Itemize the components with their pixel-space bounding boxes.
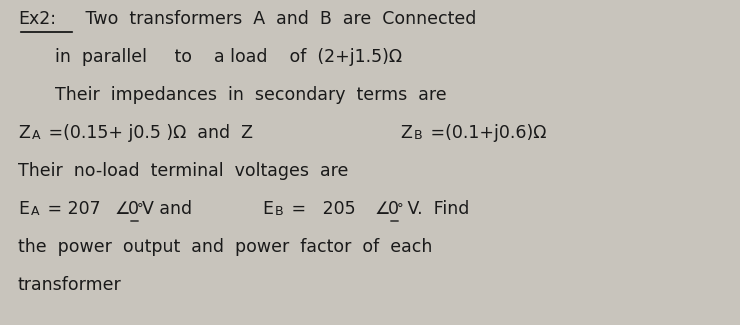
Text: ∠: ∠ — [115, 200, 131, 218]
Text: A: A — [32, 129, 41, 142]
Text: A: A — [31, 205, 39, 218]
Text: Z: Z — [400, 124, 412, 142]
Text: Ex2:: Ex2: — [18, 10, 56, 28]
Text: B: B — [275, 205, 283, 218]
Text: Their  impedances  in  secondary  terms  are: Their impedances in secondary terms are — [55, 86, 447, 104]
Text: transformer: transformer — [18, 276, 122, 294]
Text: V and: V and — [142, 200, 192, 218]
Text: Their  no-load  terminal  voltages  are: Their no-load terminal voltages are — [18, 162, 349, 180]
Text: 0: 0 — [128, 200, 139, 218]
Text: =(0.1+j0.6)Ω: =(0.1+j0.6)Ω — [425, 124, 547, 142]
Text: E: E — [262, 200, 273, 218]
Text: the  power  output  and  power  factor  of  each: the power output and power factor of eac… — [18, 238, 432, 256]
Text: = 207: = 207 — [42, 200, 106, 218]
Text: in  parallel     to    a load    of  (2+j1.5)Ω: in parallel to a load of (2+j1.5)Ω — [55, 48, 402, 66]
Text: E: E — [18, 200, 29, 218]
Text: Two  transformers  A  and  B  are  Connected: Two transformers A and B are Connected — [80, 10, 477, 28]
Text: =   205: = 205 — [286, 200, 361, 218]
Text: 0: 0 — [388, 200, 399, 218]
Text: °: ° — [397, 202, 403, 215]
Text: ∠: ∠ — [375, 200, 391, 218]
Text: °: ° — [137, 202, 144, 215]
Text: B: B — [414, 129, 423, 142]
Text: V.  Find: V. Find — [402, 200, 469, 218]
Text: =(0.15+ j0.5 )Ω  and  Z: =(0.15+ j0.5 )Ω and Z — [43, 124, 253, 142]
Text: Z: Z — [18, 124, 30, 142]
